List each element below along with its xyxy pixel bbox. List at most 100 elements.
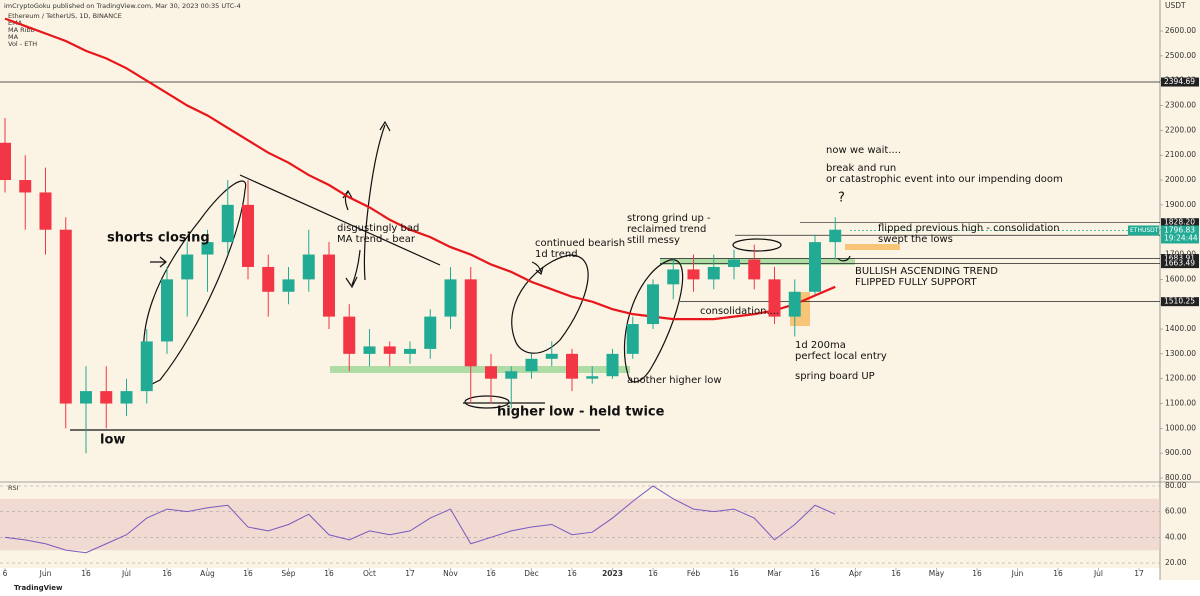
x-tick-label: Nov [443, 569, 458, 578]
arrow [531, 261, 544, 276]
candle-body [323, 254, 335, 317]
candle-body [485, 366, 497, 379]
x-tick-label: 16 [81, 569, 91, 578]
annotation: reclaimed trend [627, 224, 706, 235]
annotation: MA trend - bear [337, 234, 416, 245]
candle-body [383, 346, 396, 354]
candle-body [404, 348, 416, 354]
annotation: FLIPPED FULLY SUPPORT [855, 277, 978, 288]
symbol-label: ETHUSDT [1130, 227, 1159, 234]
annotation: another higher low [627, 375, 722, 386]
y-tick-label: 1100.00 [1165, 399, 1196, 408]
rsi-tick-label: 20.00 [1165, 558, 1187, 567]
candle-body [242, 204, 254, 267]
x-tick-label: 16 [567, 569, 577, 578]
symbol-tag [1128, 225, 1159, 236]
candle-body [140, 341, 153, 392]
candle-body [424, 316, 437, 349]
annotation: disgustingly bad [337, 223, 419, 234]
y-tick-label: 1400.00 [1165, 324, 1196, 333]
arrow [363, 120, 391, 281]
annotation: 1d 200ma [795, 340, 846, 351]
annotation: 1d trend [535, 249, 578, 260]
candle-body [768, 279, 781, 317]
x-tick-label: Jul [1093, 569, 1103, 578]
candle-body [829, 229, 842, 243]
annotation: consolidation.... [700, 306, 779, 317]
ellipse-drawing [143, 180, 247, 386]
candle-body [687, 269, 700, 280]
x-tick-label: May [929, 569, 945, 578]
candle-body [363, 346, 376, 354]
candle-body [525, 358, 538, 372]
x-tick-label: 16 [891, 569, 901, 578]
candle-body [545, 353, 558, 359]
candle-body [120, 391, 133, 404]
candle-body [0, 142, 11, 181]
x-tick-label: Dec [524, 569, 539, 578]
last-price-label: 1796.83 [1164, 225, 1195, 234]
footer-brand: TradingView [14, 584, 63, 592]
x-tick-label: 16 [1053, 569, 1063, 578]
candle-body [262, 266, 275, 292]
publisher-header: imCryptoGoku published on TradingView.co… [4, 2, 241, 10]
candle-body [788, 291, 801, 317]
level-label: 1510.25 [1164, 297, 1195, 306]
annotation: continued bearish [535, 238, 625, 249]
countdown-label: 19:24:44 [1164, 233, 1198, 242]
indicator-label: Vol - ETH [8, 40, 37, 48]
candle-body [647, 284, 659, 325]
indicator-label: MA [8, 33, 19, 41]
y-tick-label: 1200.00 [1165, 374, 1196, 383]
x-tick-label: 16 [243, 569, 253, 578]
x-tick-label: 2023 [602, 569, 623, 578]
x-tick-label: 16 [486, 569, 496, 578]
x-tick-label: 17 [1134, 569, 1144, 578]
symbol-title: Ethereum / TetherUS, 1D, BINANCE [8, 12, 122, 20]
level-tag [1161, 218, 1199, 228]
level-tag [1161, 259, 1199, 269]
candle-body [201, 242, 214, 255]
ellipse-drawing [732, 238, 782, 252]
x-tick-label: 16 [648, 569, 658, 578]
indicator-label: MA Ribb [8, 26, 35, 34]
x-tick-label: Mar [767, 569, 782, 578]
moving-average [4, 17, 836, 321]
y-tick-label: 1900.00 [1165, 200, 1196, 209]
level-label: 1828.20 [1164, 218, 1195, 227]
x-tick-label: Sep [281, 569, 295, 578]
y-tick-label: 2300.00 [1165, 101, 1196, 110]
annotation: spring board UP [795, 371, 875, 382]
candle-body [181, 254, 194, 280]
x-tick-label: Oct [363, 569, 376, 578]
annotation: flipped previous high - consolidation [878, 223, 1060, 234]
ellipse-drawing [464, 395, 510, 409]
x-tick-label: Aug [200, 569, 215, 578]
y-tick-label: 2500.00 [1165, 51, 1196, 60]
candle-body [566, 353, 578, 379]
x-tick-label: Jul [121, 569, 131, 578]
annotation: shorts closing [107, 231, 210, 246]
y-tick-label: 800.00 [1165, 473, 1191, 482]
x-tick-label: Apr [849, 569, 863, 578]
candle-body [302, 254, 315, 280]
candle-body [728, 259, 740, 267]
annotation: break and run [826, 163, 896, 174]
candle-body [39, 192, 52, 230]
annotation: swept the lows [878, 234, 953, 245]
annotation: higher low - held twice [497, 405, 665, 420]
candle-body [667, 269, 680, 285]
rsi-tick-label: 40.00 [1165, 532, 1187, 541]
candle-body [707, 266, 720, 280]
level-tag [1161, 297, 1199, 307]
level-tag [1161, 77, 1199, 87]
level-label: 2394.69 [1164, 77, 1195, 86]
y-tick-label: 1300.00 [1165, 349, 1196, 358]
candle-body [505, 371, 518, 379]
candle-body [606, 353, 619, 377]
price-axis-background [1160, 0, 1200, 580]
x-tick-label: 16 [810, 569, 820, 578]
rsi-tick-label: 60.00 [1165, 507, 1187, 516]
footer-bar [0, 580, 1200, 596]
annotation: now we wait.... [826, 145, 901, 156]
